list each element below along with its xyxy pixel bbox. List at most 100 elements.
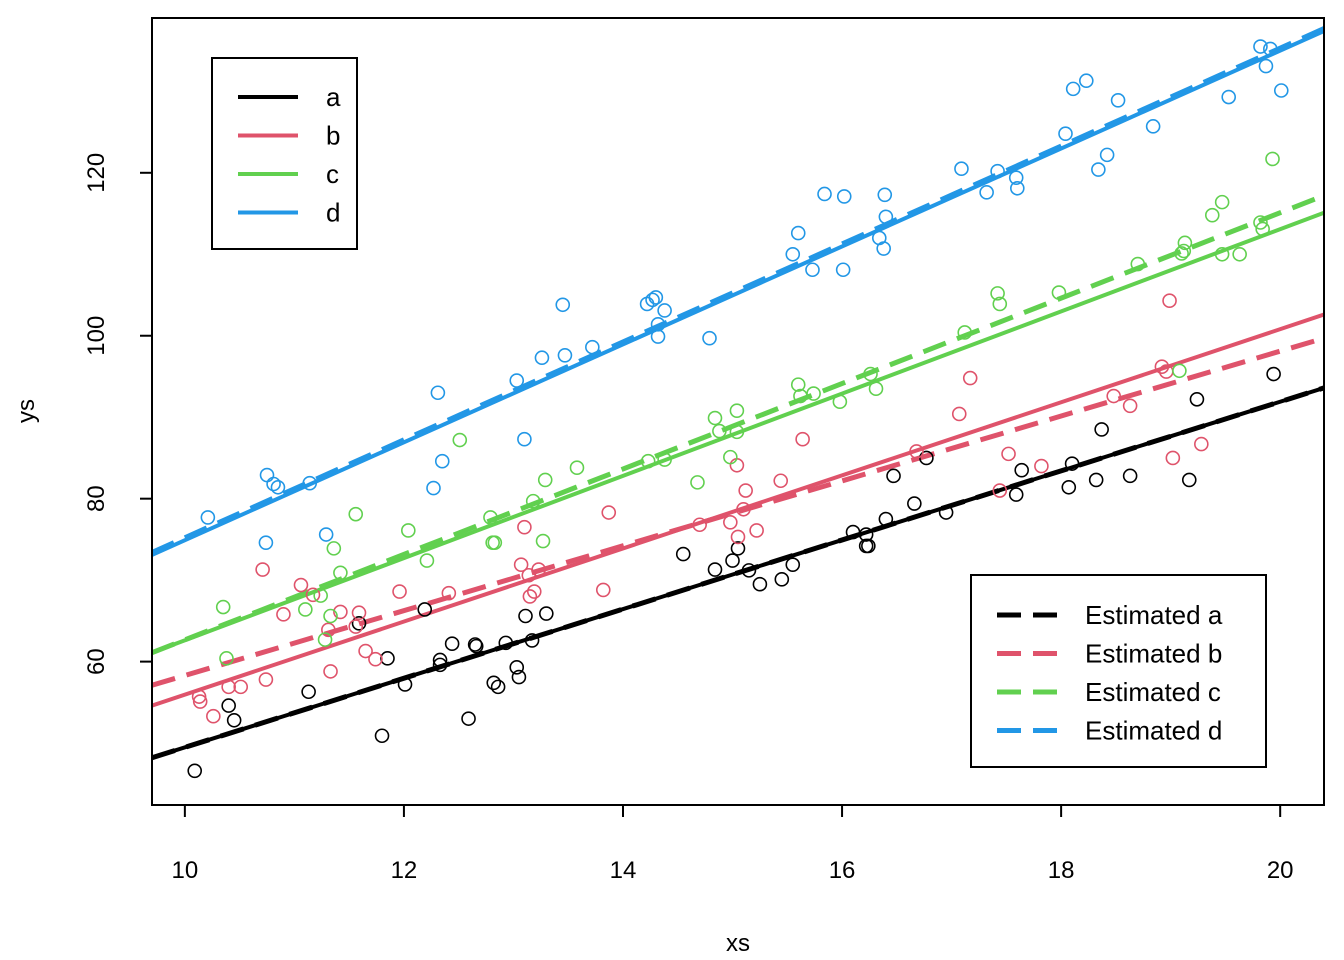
point-c	[535, 533, 551, 549]
point-c	[569, 460, 585, 476]
point-d	[877, 187, 893, 203]
y-tick-label: 100	[83, 316, 110, 356]
point-c	[313, 588, 328, 603]
point-a	[707, 562, 723, 577]
point-d	[990, 163, 1005, 179]
point-a	[351, 616, 367, 631]
point-b	[773, 473, 789, 489]
point-a	[730, 541, 746, 556]
point-c	[483, 510, 498, 525]
point-c	[790, 377, 806, 392]
point-d	[426, 480, 441, 496]
x-tick-label: 16	[829, 857, 856, 884]
point-b	[276, 607, 291, 622]
point-c	[419, 553, 435, 568]
point-a	[486, 675, 502, 691]
legend-est-label-c: Estimated c	[1085, 677, 1221, 707]
point-b	[595, 582, 611, 598]
point-d	[1273, 83, 1289, 98]
point-d	[258, 535, 274, 550]
point-a	[432, 657, 448, 673]
point-a	[468, 638, 484, 654]
point-a	[858, 527, 874, 542]
point-c	[957, 325, 973, 340]
point-c	[326, 541, 342, 556]
legend-label-d: d	[326, 198, 340, 228]
point-d	[318, 527, 334, 542]
point-b	[517, 519, 532, 535]
legend-est-label-d: Estimated d	[1085, 716, 1222, 746]
point-b	[992, 483, 1008, 498]
point-a	[886, 468, 901, 484]
point-a	[1064, 456, 1080, 471]
legend-estimated: Estimated a Estimated b Estimated c Estimat…	[970, 574, 1267, 768]
point-a	[907, 496, 922, 511]
regression-lines	[152, 26, 1324, 761]
point-a	[1061, 479, 1077, 495]
point-d	[557, 347, 573, 363]
point-c	[452, 432, 468, 448]
legend-label-c: c	[326, 159, 339, 189]
point-c	[1253, 215, 1268, 230]
point-b	[909, 444, 924, 459]
line-d	[152, 29, 1324, 557]
point-a	[1088, 472, 1104, 488]
point-c	[219, 651, 234, 666]
point-d	[1258, 58, 1274, 74]
legend-label-b: b	[326, 121, 340, 151]
point-c	[317, 632, 333, 647]
estimated-line-b	[152, 335, 1324, 688]
point-c	[723, 449, 738, 465]
point-c	[1051, 285, 1067, 300]
x-tick-label: 18	[1048, 857, 1075, 884]
x-tick-label: 10	[172, 857, 199, 884]
point-c	[215, 599, 231, 615]
point-d	[270, 479, 286, 495]
point-a	[432, 652, 448, 668]
point-a	[524, 633, 540, 648]
point-d	[200, 510, 216, 525]
point-b	[441, 585, 457, 601]
point-d	[1010, 180, 1025, 196]
point-d	[790, 225, 806, 241]
point-a	[1008, 487, 1024, 502]
point-c	[525, 493, 541, 509]
point-b	[513, 557, 529, 572]
point-d	[1065, 81, 1081, 97]
point-b	[333, 604, 348, 620]
point-d	[585, 339, 600, 355]
point-a	[919, 450, 934, 466]
point-d	[650, 317, 666, 332]
point-c	[1255, 221, 1270, 237]
point-d	[648, 290, 664, 305]
point-a	[752, 576, 768, 592]
point-b	[962, 370, 978, 386]
point-c	[707, 410, 723, 426]
point-d	[785, 246, 801, 262]
point-d	[302, 475, 318, 491]
point-b	[531, 562, 546, 577]
point-a	[221, 698, 236, 713]
point-c	[806, 386, 821, 401]
point-d	[876, 241, 891, 256]
point-b	[1106, 388, 1121, 404]
point-b	[221, 679, 236, 695]
point-b	[192, 694, 208, 709]
point-b	[258, 672, 274, 687]
point-d	[979, 185, 994, 200]
point-a	[675, 546, 691, 562]
point-a	[518, 608, 533, 624]
point-c	[990, 286, 1005, 301]
legend-series-box	[211, 57, 358, 250]
y-axis: 60 80 100 120	[83, 153, 152, 675]
point-d	[1221, 89, 1237, 105]
point-b	[305, 587, 321, 603]
point-b	[723, 514, 738, 530]
point-a	[397, 677, 413, 692]
point-d	[1008, 170, 1024, 185]
point-d	[534, 350, 550, 366]
point-b	[358, 643, 373, 659]
point-d	[878, 209, 894, 225]
